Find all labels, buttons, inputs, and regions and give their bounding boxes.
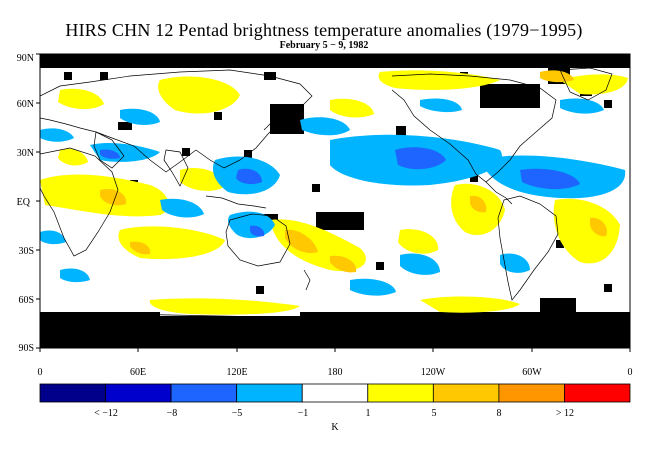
- india-outline: [163, 149, 189, 187]
- colorbar-swatch-2: [170, 383, 238, 403]
- warm-anomaly-orange: [100, 70, 607, 273]
- colorbar-swatch-8: [564, 383, 631, 403]
- lat-label-30n: 30N: [17, 148, 34, 159]
- south-america-outline: [497, 195, 559, 301]
- colorbar-swatch-3: [236, 383, 303, 403]
- colorbar-swatch-7: [498, 383, 565, 403]
- arabia-outline: [93, 131, 125, 169]
- colorbar-label-minus1: −1: [298, 408, 309, 419]
- lat-label-eq: EQ: [17, 197, 31, 208]
- lon-label-0-west: 0: [38, 367, 43, 378]
- colorbar-label-5: 5: [432, 408, 437, 419]
- colorbar-label-minus5: −5: [232, 408, 243, 419]
- no-data-regions: [40, 54, 630, 348]
- longitude-axis: 0 60E 120E 180 120W 60W 0: [38, 348, 633, 378]
- europe-asia-outline: [40, 69, 313, 173]
- colorbar-swatches: [39, 383, 631, 403]
- lon-label-180: 180: [328, 367, 343, 378]
- map-title: HIRS CHN 12 Pentad brightness temperatur…: [65, 20, 583, 40]
- central-america-outline: [485, 181, 513, 205]
- north-america-outline: [391, 73, 557, 183]
- colorbar-label-gt-12: > 12: [556, 408, 574, 419]
- australia-outline: [225, 213, 291, 267]
- greenland-outline: [559, 67, 613, 101]
- colorbar-swatch-4: [301, 383, 369, 403]
- lat-label-90n: 90N: [17, 53, 34, 64]
- lat-label-30s: 30S: [18, 246, 34, 257]
- colorbar-swatch-5: [367, 383, 434, 403]
- colorbar-label-8: 8: [497, 408, 502, 419]
- cold-anomaly-blue: [100, 147, 580, 237]
- colorbar-unit: K: [331, 422, 339, 433]
- new-zealand-outline: [303, 269, 311, 291]
- indonesia-outline: [205, 195, 267, 209]
- warm-anomaly-yellow: [40, 70, 628, 315]
- colorbar-swatch-0: [39, 383, 106, 403]
- colorbar-swatch-6: [432, 383, 500, 403]
- colorbar: < −12 −8 −5 −1 1 5 8 > 12 K: [39, 383, 631, 433]
- lat-label-60s: 60S: [18, 295, 34, 306]
- colorbar-label-minus8: −8: [167, 408, 178, 419]
- colorbar-label-lt-minus12: < −12: [94, 408, 118, 419]
- map-area: [40, 54, 630, 348]
- africa-outline: [40, 147, 119, 257]
- colorbar-swatch-1: [105, 383, 172, 403]
- latitude-axis: 90N 60N 30N EQ 30S 60S 90S: [17, 53, 40, 354]
- map-subtitle: February 5 − 9, 1982: [279, 40, 369, 51]
- lat-label-90s: 90S: [18, 343, 34, 354]
- lon-label-120w: 120W: [421, 367, 446, 378]
- antarctica-outline: [40, 313, 630, 319]
- lon-label-0-east: 0: [628, 367, 633, 378]
- colorbar-label-1: 1: [366, 408, 371, 419]
- lat-label-60n: 60N: [17, 99, 34, 110]
- lon-label-60e: 60E: [130, 367, 146, 378]
- lon-label-120e: 120E: [226, 367, 247, 378]
- japan-outline: [263, 111, 277, 131]
- lon-label-60w: 60W: [522, 367, 542, 378]
- continent-outlines: [40, 67, 630, 319]
